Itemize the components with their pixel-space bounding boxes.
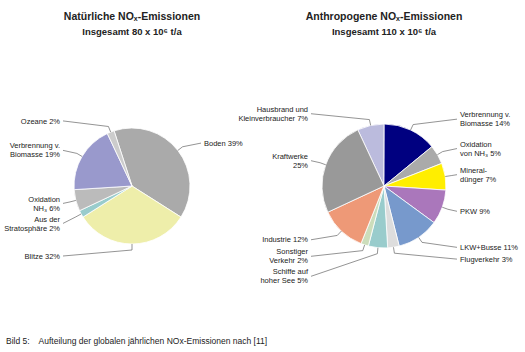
slice-label-line: Kraftwerke <box>272 152 308 161</box>
slice-label-line: hoher See 5% <box>260 276 308 285</box>
title: Anthropogene NOₓ-Emissionen <box>306 10 463 22</box>
slice-label: Hausbrand undKleinverbraucher 7% <box>238 105 308 123</box>
pie-chart: Natürliche NOₓ-Emissionen Insgesamt 80 x … <box>4 10 243 261</box>
slice-label-line: Flugverkehr 3% <box>460 255 513 264</box>
slice-label-line: LKW+Busse 11% <box>460 243 518 252</box>
slice-label-line: Oxidation <box>460 140 492 149</box>
slice-label-line: Kleinverbraucher 7% <box>238 114 308 123</box>
leader-line <box>393 247 457 259</box>
leader-line <box>445 175 457 177</box>
leader-line <box>442 207 457 211</box>
slice-label-line: Sonstiger <box>276 247 308 256</box>
leader-line <box>63 214 81 223</box>
slice <box>107 131 132 186</box>
slice-label-line: Biomasse 14% <box>460 119 510 128</box>
slice-label: Flugverkehr 3% <box>460 255 513 264</box>
slice-label: Mineral-dünger 7% <box>460 166 497 184</box>
leader-line <box>311 248 378 277</box>
leader-line <box>178 143 201 150</box>
slice-label-line: Verbrennung v. <box>10 141 60 150</box>
slice-label: Blitze 32% <box>25 252 61 261</box>
leader-line <box>311 245 365 256</box>
slice-label: Kraftwerke25% <box>272 152 308 170</box>
slice <box>384 163 446 190</box>
slice <box>322 130 384 212</box>
slice-label: Aus derStratosphäre 2% <box>4 215 60 233</box>
slice-label-line: Mineral- <box>460 166 488 175</box>
slice-label-line: PKW 9% <box>460 207 490 216</box>
slice-label: Industrie 12% <box>262 235 308 244</box>
slice-label-line: von NH₃ 5% <box>460 149 501 158</box>
leader-line <box>311 231 341 240</box>
slice-label-line: Hausbrand und <box>257 105 308 114</box>
slice-label-line: Schiffe auf <box>273 267 309 276</box>
slice-label-line: Ozeane 2% <box>21 117 61 126</box>
slice-label-line: 25% <box>293 161 308 170</box>
slice-label: Oxidationvon NH₃ 5% <box>460 140 501 158</box>
slice <box>74 186 132 211</box>
leader-line <box>311 161 326 165</box>
slice-label: OxidationNH₃ 6% <box>28 195 60 213</box>
slice-label: Boden 39% <box>204 139 243 148</box>
caption: Bild 5: Aufteilung der globalen jährlich… <box>6 336 267 346</box>
leader-line <box>437 149 457 155</box>
slice-label: Schiffe aufhoher See 5% <box>260 267 308 285</box>
leader-line <box>63 244 132 256</box>
slice-label-line: Verkehr 2% <box>269 256 308 265</box>
slice-label: Verbrennung v.Biomasse 14% <box>460 110 510 128</box>
chart: Natürliche NOₓ-Emissionen Insgesamt 80 x … <box>0 0 525 352</box>
slice-label-line: NH₃ 6% <box>33 204 60 213</box>
title: Natürliche NOₓ-Emissionen <box>64 10 200 22</box>
pie-chart: Anthropogene NOₓ-Emissionen Insgesamt 110… <box>238 10 518 285</box>
leader-line <box>63 150 82 156</box>
slice-label: Verbrennung v.Biomasse 19% <box>10 141 61 159</box>
leader-line <box>63 121 111 132</box>
slice-label: SonstigerVerkehr 2% <box>269 247 308 265</box>
slice-label-line: Aus der <box>34 215 60 224</box>
slice-label-line: Stratosphäre 2% <box>4 224 60 233</box>
subtitle: Insgesamt 110 x 10⁶ t/a <box>332 26 437 37</box>
slice-label-line: Biomasse 19% <box>10 150 60 159</box>
leader-line <box>311 114 371 126</box>
slice-label: LKW+Busse 11% <box>460 243 518 252</box>
slice-label: Ozeane 2% <box>21 117 61 126</box>
slice-label-line: Industrie 12% <box>262 235 308 244</box>
slice-label-line: Blitze 32% <box>25 252 61 261</box>
slice-label: PKW 9% <box>460 207 490 216</box>
slice-label-line: Oxidation <box>28 195 60 204</box>
leader-line <box>63 200 76 203</box>
subtitle: Insgesamt 80 x 10⁶ t/a <box>82 26 182 37</box>
slices <box>74 128 190 244</box>
slice-label-line: Verbrennung v. <box>460 110 510 119</box>
slice-label-line: Boden 39% <box>204 139 243 148</box>
slice-label-line: dünger 7% <box>460 175 497 184</box>
leader-line <box>411 119 457 130</box>
slices <box>322 124 446 248</box>
leader-line <box>419 237 457 247</box>
